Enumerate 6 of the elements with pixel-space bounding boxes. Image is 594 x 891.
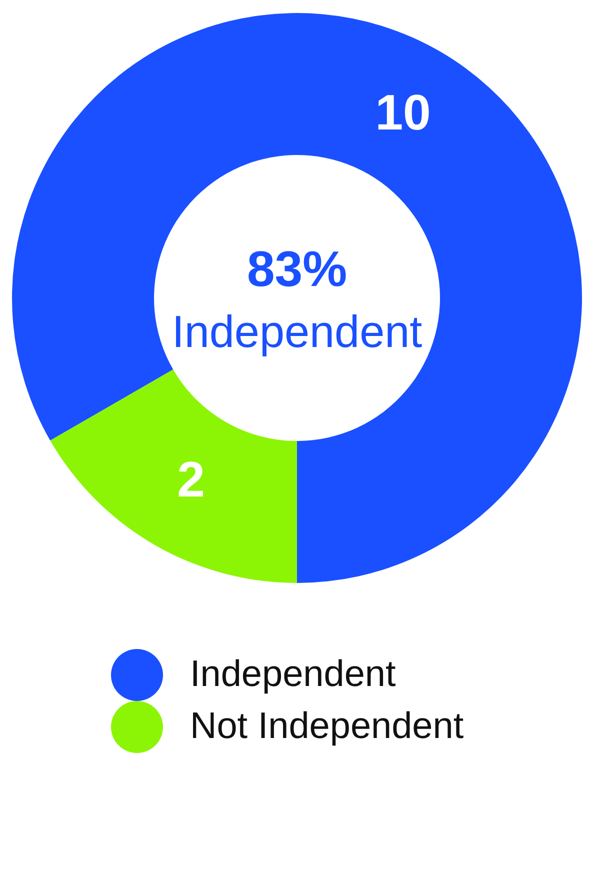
text: 83%: [246, 241, 348, 297]
data-label: 10: [375, 84, 431, 140]
legend-label: Independent: [190, 653, 396, 694]
text: Independent: [172, 306, 423, 357]
data-label: 2: [177, 452, 205, 508]
legend-label: Not Independent: [190, 705, 464, 746]
